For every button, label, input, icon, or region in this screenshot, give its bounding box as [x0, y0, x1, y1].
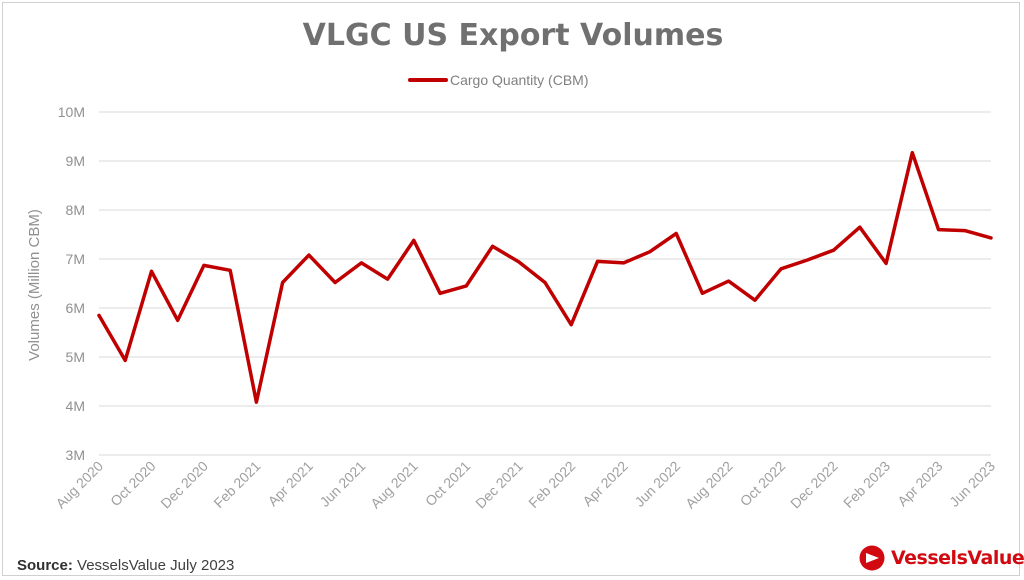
data-point	[910, 151, 914, 155]
legend-label: Cargo Quantity (CBM)	[450, 72, 588, 88]
data-point	[858, 225, 862, 229]
data-point	[150, 269, 153, 273]
data-point	[307, 253, 311, 257]
data-point	[281, 281, 285, 284]
x-tick-label: Aug 2022	[682, 458, 736, 512]
data-point	[333, 281, 337, 284]
data-point	[700, 291, 704, 295]
x-tick-label: Jun 2023	[946, 458, 998, 510]
data-point	[97, 313, 101, 317]
x-tick-label: Apr 2022	[579, 458, 631, 510]
x-tick-label: Oct 2022	[737, 458, 789, 510]
data-point	[254, 400, 258, 404]
source-text: VesselsValue July 2023	[77, 557, 235, 574]
y-tick-label: 6M	[66, 300, 85, 316]
data-point	[727, 279, 731, 283]
data-point	[832, 248, 836, 252]
data-point	[779, 267, 783, 271]
source-note: Source: VesselsValue July 2023	[17, 557, 234, 574]
data-point	[937, 228, 940, 232]
x-tick-label: Feb 2022	[525, 458, 578, 511]
data-point	[884, 261, 888, 265]
legend: Cargo Quantity (CBM)	[408, 72, 588, 88]
data-points	[97, 151, 993, 404]
data-point	[622, 261, 626, 265]
brand-logo: VesselsValue	[859, 544, 1024, 572]
data-point	[753, 298, 757, 302]
source-label: Source:	[17, 557, 73, 574]
data-point	[674, 232, 678, 235]
x-tick-label: Feb 2023	[840, 458, 893, 511]
data-point	[805, 258, 809, 262]
data-point	[228, 268, 232, 272]
data-point	[412, 238, 416, 242]
x-tick-label: Oct 2021	[422, 458, 474, 510]
data-point	[543, 281, 547, 284]
x-tick-label: Jun 2022	[631, 458, 683, 510]
y-tick-label: 9M	[66, 153, 85, 169]
y-tick-label: 5M	[66, 349, 85, 365]
x-tick-label: Feb 2021	[210, 458, 263, 511]
x-tick-label: Oct 2020	[107, 458, 159, 510]
x-tick-label: Aug 2021	[367, 458, 421, 512]
chart-title: VLGC US Export Volumes	[303, 18, 724, 53]
x-tick-label: Dec 2022	[787, 458, 841, 512]
y-tick-label: 10M	[58, 104, 85, 120]
y-tick-label: 7M	[66, 251, 85, 267]
x-tick-label: Apr 2023	[894, 458, 946, 510]
y-axis-label: Volumes (Million CBM)	[26, 209, 43, 361]
line-chart: VLGC US Export Volumes Cargo Quantity (C…	[26, 18, 998, 512]
y-tick-label: 3M	[66, 447, 85, 463]
data-point	[359, 261, 363, 265]
y-axis-ticks: 3M 4M 5M 6M 7M 8M 9M 10M	[58, 104, 85, 463]
data-point	[438, 291, 442, 295]
series-line-cargo-quantity	[97, 150, 993, 404]
data-point	[569, 323, 573, 327]
x-tick-label: Jun 2021	[316, 458, 368, 510]
vesselsvalue-logo-icon	[859, 545, 885, 571]
data-point	[491, 244, 494, 248]
data-point	[596, 259, 599, 263]
data-point	[648, 250, 652, 254]
data-point	[517, 260, 521, 264]
data-point	[123, 358, 127, 362]
data-point	[386, 277, 390, 281]
y-tick-label: 8M	[66, 202, 85, 218]
data-point	[464, 284, 468, 288]
y-tick-label: 4M	[66, 398, 85, 414]
data-point	[989, 236, 993, 240]
x-tick-label: Aug 2020	[52, 458, 106, 512]
brand-name: VesselsValue	[891, 547, 1024, 569]
x-tick-label: Apr 2021	[265, 458, 317, 510]
data-point	[963, 229, 967, 233]
data-point	[176, 318, 180, 322]
x-tick-label: Dec 2021	[472, 458, 526, 512]
x-tick-label: Dec 2020	[157, 458, 211, 512]
data-point	[202, 263, 206, 267]
